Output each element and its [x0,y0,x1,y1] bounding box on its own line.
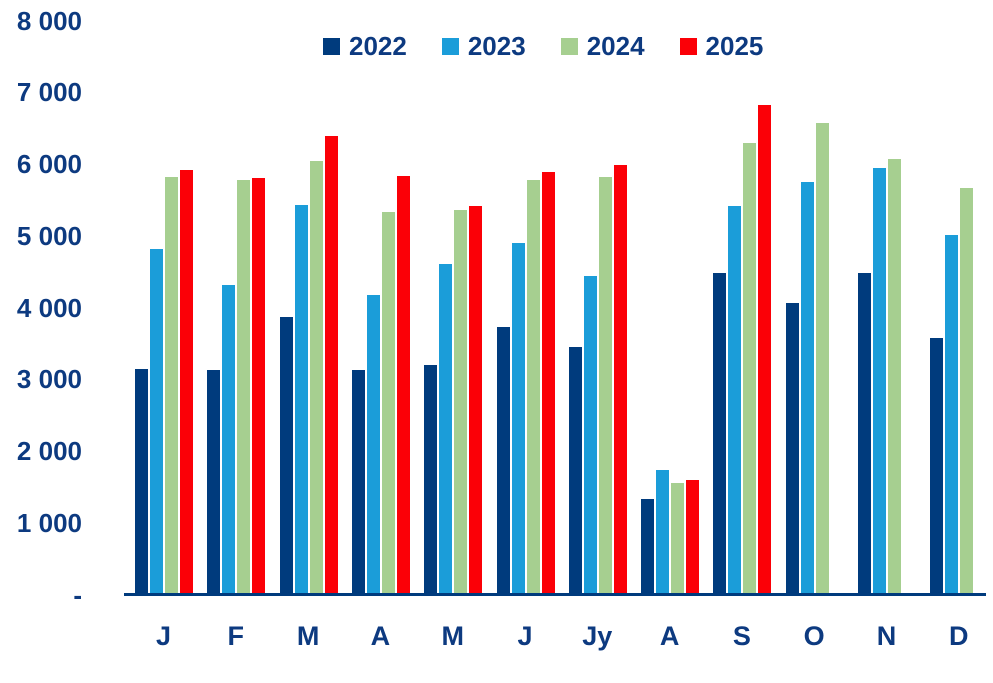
y-tick-label-1000: 1 000 [16,507,82,538]
bar-2023-J-5 [511,242,525,595]
bar-2022-Jy-6 [568,346,582,595]
bar-2025-A-3 [396,176,410,595]
bar-2024-M-4 [454,209,468,595]
x-tick-label-O-9: O [803,621,825,651]
bar-2022-S-8 [713,273,727,595]
bar-2024-Jy-6 [598,176,612,595]
bar-2022-D-11 [930,337,944,595]
bar-2024-S-8 [743,143,757,595]
y-tick-label-6000: 6 000 [16,149,82,179]
bar-2025-Jy-6 [613,164,627,595]
y-tick-label-5000: 5 000 [16,220,82,251]
bar-2023-N-10 [873,168,886,595]
x-tick-label-N-10: N [876,621,897,651]
bar-2025-J-0 [180,169,193,595]
bar-2024-O-9 [815,123,829,595]
legend-label: 2022 [349,31,407,61]
legend-label: 2025 [705,31,764,61]
bar-2023-Jy-6 [583,275,597,595]
x-tick-label-Jy-6: Jy [582,621,613,651]
x-tick-label-A-3: A [370,621,391,651]
bar-2023-A-7 [656,470,670,595]
x-axis-line [124,593,986,596]
y-tick-label-0: - [73,579,82,610]
legend-item-2024[interactable]: 2024 [560,31,645,61]
bar-2024-A-7 [671,483,685,595]
bar-2022-A-3 [351,369,365,595]
bar-2023-F-1 [222,285,236,595]
legend-label: 2023 [467,31,526,61]
bar-2024-M-2 [309,161,323,595]
bar-2023-M-2 [294,204,308,595]
x-tick-label-F-1: F [227,621,245,651]
bar-2022-F-1 [207,369,221,595]
bar-2025-M-4 [469,205,483,595]
bar-2024-D-11 [960,187,974,595]
bar-2025-J-5 [541,171,555,595]
bar-2024-J-0 [165,176,178,595]
bar-2023-M-4 [439,263,453,595]
bar-2022-J-0 [135,369,148,595]
y-tick-label-8000: 8 000 [16,5,82,36]
bar-2024-J-5 [526,179,540,595]
bar-2022-J-5 [496,326,510,595]
legend-item-2025[interactable]: 2025 [679,31,764,61]
legend-swatch-icon [323,37,340,55]
bar-2022-A-7 [641,499,655,595]
legend-item-2023[interactable]: 2023 [441,31,526,61]
y-tick-label-7000: 7 000 [16,77,82,108]
x-tick-label-J-5: J [517,621,533,651]
bar-2023-O-9 [800,181,814,595]
x-tick-label-M-2: M [296,621,320,651]
bar-2023-S-8 [728,205,742,595]
legend-swatch-icon [560,37,578,55]
bar-2025-S-8 [758,105,772,595]
x-tick-label-M-4: M [441,621,464,651]
bar-2025-F-1 [252,177,266,595]
x-tick-label-J-0: J [155,621,172,651]
chart-legend: 2022 2023 2024 2025 [323,33,763,59]
bar-2022-N-10 [858,273,871,595]
legend-swatch-icon [441,37,459,55]
bar-2023-J-0 [150,248,163,595]
bar-2022-O-9 [785,303,799,595]
x-tick-label-D-11: D [949,621,969,651]
bar-2025-A-7 [686,480,700,595]
bar-2023-D-11 [945,235,959,595]
bar-2022-M-2 [279,316,293,595]
bar-2024-N-10 [888,158,901,595]
bar-2023-A-3 [366,295,380,595]
bar-2024-A-3 [381,212,395,595]
bar-2022-M-4 [424,364,438,595]
y-tick-label-3000: 3 000 [16,364,82,395]
bar-2025-M-2 [324,136,338,595]
y-tick-label-4000: 4 000 [16,292,82,323]
legend-swatch-icon [679,37,697,55]
legend-item-2022[interactable]: 2022 [323,33,407,59]
y-tick-label-2000: 2 000 [16,436,82,466]
x-tick-label-S-8: S [732,621,751,651]
x-tick-label-A-7: A [659,621,680,651]
bar-2024-F-1 [237,179,251,595]
legend-label: 2024 [586,31,645,61]
